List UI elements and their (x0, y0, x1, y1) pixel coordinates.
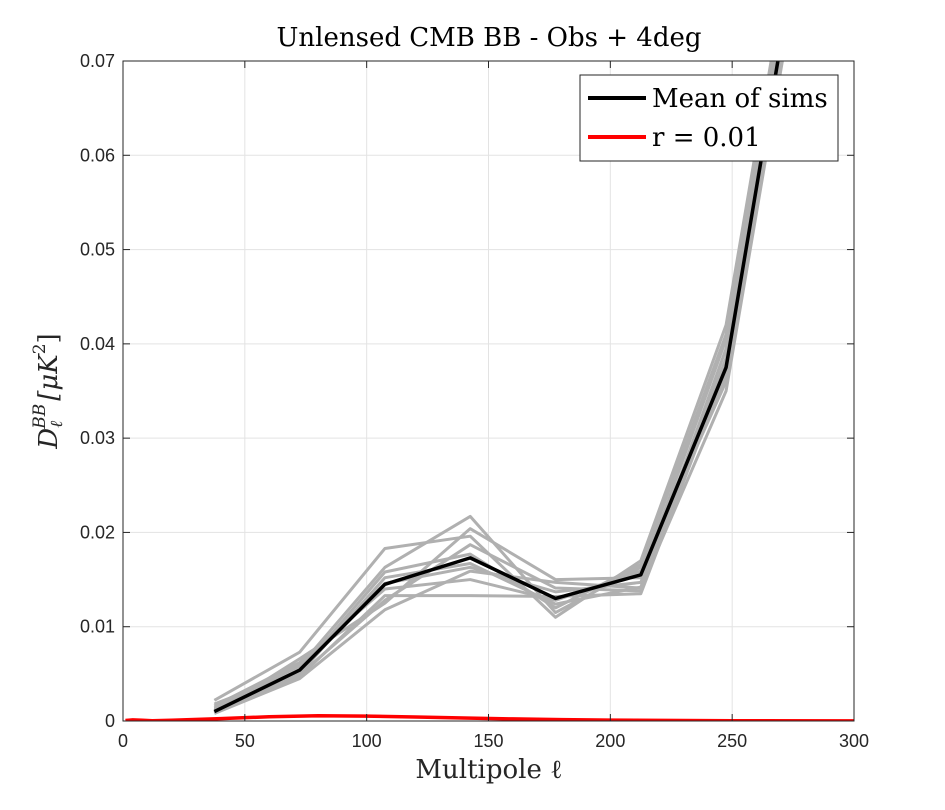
x-tick-label: 300 (839, 731, 869, 751)
y-label-sup: BB (30, 404, 50, 430)
x-tick-label: 0 (118, 731, 128, 751)
y-label-close: ] (34, 333, 64, 343)
legend-label-mean: Mean of sims (652, 84, 828, 114)
ticks: 0 50 100 150 200 250 300 0 0.01 0.02 0.03 0.04 0.05 0… (80, 51, 869, 751)
y-tick-label: 0.06 (80, 145, 115, 165)
y-label-base: D (34, 428, 64, 450)
y-label-sub: ℓ (47, 421, 67, 428)
sim-line (213, 61, 775, 714)
y-tick-label: 0.02 (80, 522, 115, 542)
x-tick-label: 100 (352, 731, 382, 751)
y-axis-label-text: DℓBB [μK2] (30, 333, 67, 449)
legend-label-r: r = 0.01 (652, 123, 761, 153)
y-tick-label: 0.01 (80, 617, 115, 637)
x-tick-label: 50 (235, 731, 255, 751)
y-tick-label: 0.04 (80, 334, 115, 354)
y-tick-label: 0 (105, 711, 115, 731)
y-label-unit-sup: 2 (30, 343, 50, 354)
x-tick-label: 150 (473, 731, 503, 751)
x-axis-label: Multipole ℓ (415, 755, 562, 785)
y-tick-label: 0.03 (80, 428, 115, 448)
y-axis-label: DℓBB [μK2] (30, 333, 67, 449)
legend-box (579, 74, 839, 162)
chart-title: Unlensed CMB BB - Obs + 4deg (277, 23, 702, 53)
series-line-mean (213, 61, 780, 714)
x-tick-label: 250 (717, 731, 747, 751)
y-tick-label: 0.05 (80, 240, 115, 260)
legend: Mean of sims r = 0.01 (579, 74, 839, 162)
y-tick-label: 0.07 (80, 51, 115, 71)
y-label-unit: [μK (34, 353, 64, 401)
x-tick-label: 200 (595, 731, 625, 751)
